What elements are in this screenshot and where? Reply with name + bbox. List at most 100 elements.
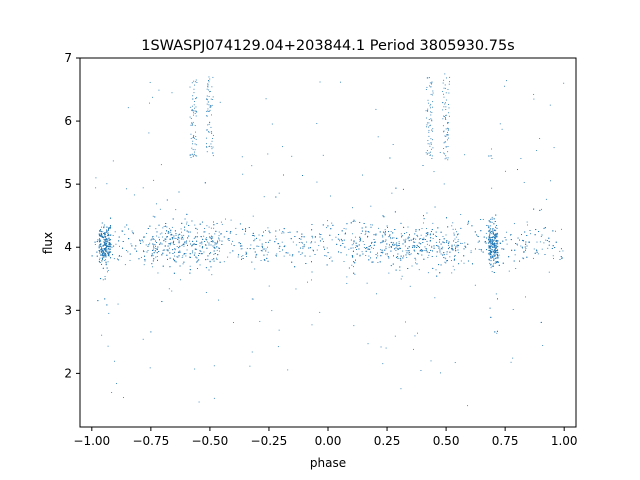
data-point — [210, 106, 212, 108]
data-point — [365, 255, 367, 256]
data-point — [494, 237, 496, 239]
data-point — [209, 78, 211, 80]
data-point — [383, 231, 385, 233]
data-point — [190, 133, 192, 135]
data-point — [109, 242, 111, 244]
data-point — [204, 244, 206, 246]
data-point — [510, 234, 512, 236]
data-point — [495, 235, 497, 237]
data-point — [105, 232, 106, 234]
data-point — [436, 245, 438, 246]
data-point — [162, 252, 164, 254]
data-point — [457, 244, 459, 246]
data-point — [159, 233, 161, 235]
data-point — [195, 227, 197, 229]
y-tick-label: 4 — [64, 240, 72, 254]
data-point — [265, 248, 267, 250]
data-point — [254, 238, 256, 240]
data-point — [457, 233, 459, 235]
data-point — [494, 262, 496, 264]
data-point — [156, 242, 157, 243]
data-point — [166, 199, 168, 201]
data-point — [340, 238, 342, 240]
x-tick-label: −0.25 — [251, 434, 288, 448]
data-point — [447, 134, 449, 136]
data-point — [326, 255, 328, 257]
data-point — [529, 230, 531, 231]
data-point — [418, 269, 420, 271]
data-point — [144, 255, 145, 257]
data-point — [166, 230, 168, 232]
data-point — [100, 236, 102, 237]
data-point — [200, 250, 202, 252]
data-point — [399, 257, 401, 259]
data-point — [164, 245, 166, 247]
data-point — [403, 226, 405, 228]
data-point — [430, 151, 431, 153]
data-point — [368, 231, 370, 233]
data-point — [151, 255, 153, 257]
data-point — [454, 244, 456, 246]
data-point — [252, 298, 254, 300]
data-point — [413, 241, 414, 243]
data-point — [443, 130, 445, 132]
data-point — [101, 251, 103, 253]
data-point — [421, 249, 423, 251]
data-point — [107, 254, 109, 255]
data-point — [206, 247, 208, 249]
data-point — [108, 249, 110, 251]
data-point — [403, 255, 405, 257]
data-point — [107, 252, 109, 254]
data-point — [263, 196, 265, 198]
data-point — [496, 249, 498, 251]
data-point — [155, 245, 156, 247]
data-point — [250, 244, 252, 246]
data-point — [289, 231, 291, 233]
data-point — [294, 266, 296, 268]
data-point — [233, 245, 235, 247]
data-point — [423, 218, 425, 220]
data-point — [106, 230, 108, 232]
data-point — [376, 257, 377, 259]
data-point — [164, 238, 166, 240]
data-point — [357, 245, 359, 247]
data-point — [445, 146, 447, 148]
data-point — [495, 253, 497, 255]
data-point — [163, 249, 165, 251]
data-point — [362, 241, 364, 242]
data-point — [467, 223, 469, 225]
data-point — [240, 245, 241, 247]
data-point — [283, 174, 284, 176]
data-point — [394, 211, 396, 213]
data-point — [494, 246, 496, 248]
data-point — [170, 229, 172, 231]
data-point — [388, 257, 390, 259]
data-point — [106, 229, 107, 231]
x-axis-label: phase — [310, 456, 346, 470]
data-point — [442, 82, 444, 84]
data-point — [407, 250, 409, 252]
data-point — [147, 228, 149, 229]
data-point — [431, 82, 433, 84]
data-point — [448, 107, 450, 109]
x-axis: −1.00 −0.75 −0.50 −0.25 0.00 0.25 0.50 0.75 1.00 — [73, 427, 578, 448]
data-point — [287, 252, 289, 254]
data-point — [97, 239, 99, 241]
data-point — [420, 243, 422, 245]
data-point — [278, 329, 280, 331]
data-point — [277, 243, 279, 245]
data-point — [208, 131, 210, 132]
data-point — [195, 256, 197, 258]
data-point — [431, 83, 432, 85]
data-point — [133, 233, 134, 235]
data-point — [493, 251, 495, 253]
data-point — [211, 274, 213, 276]
data-point — [162, 236, 164, 238]
data-point — [301, 233, 303, 235]
data-point — [455, 246, 457, 248]
data-point — [430, 103, 432, 105]
data-point — [442, 236, 444, 237]
data-point — [180, 279, 181, 281]
data-point — [124, 264, 126, 266]
data-point — [203, 235, 205, 237]
